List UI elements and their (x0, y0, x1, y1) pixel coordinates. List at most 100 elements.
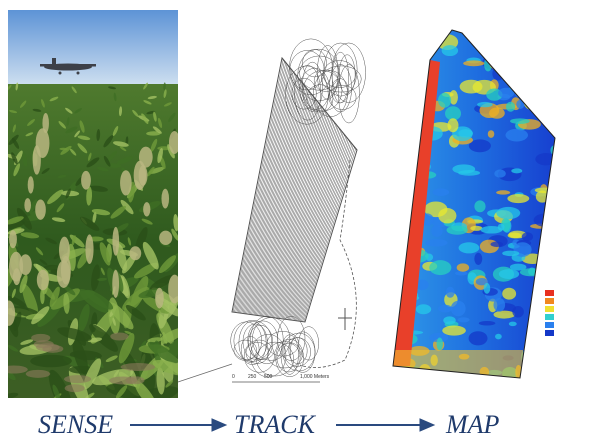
yield-patch (432, 188, 450, 197)
yield-patch (441, 45, 459, 57)
yield-patch (459, 79, 483, 94)
leaf (141, 113, 149, 124)
leaf (80, 216, 100, 231)
leaf (143, 100, 152, 105)
leaf (8, 84, 12, 92)
leaf (103, 135, 114, 148)
track-line (279, 117, 331, 319)
turn-loop (230, 321, 263, 360)
turn-loop (321, 65, 362, 93)
yield-patch (445, 286, 455, 298)
leaf (41, 167, 50, 174)
turn-loop (233, 320, 272, 362)
leaf (125, 136, 129, 146)
yield-patch (531, 302, 545, 316)
leaf (113, 92, 117, 102)
turn-loop (294, 65, 322, 121)
track-line (237, 65, 289, 313)
leaf (108, 86, 116, 90)
track-line (275, 113, 328, 319)
leaf (133, 262, 159, 279)
leaf (130, 386, 178, 398)
soil (64, 384, 85, 393)
leaf (19, 100, 27, 108)
yield-patch (477, 101, 493, 108)
yield-patch (489, 58, 506, 70)
yield-patch (524, 97, 543, 111)
leaf (13, 163, 21, 177)
label-map: MAP (445, 410, 500, 439)
turn-loop (283, 337, 311, 367)
yield-patch (483, 282, 491, 294)
leaf (78, 304, 90, 333)
track-line (286, 126, 339, 320)
scale-label: 500 (264, 374, 273, 380)
track-line (288, 130, 341, 320)
turn-loop (313, 70, 348, 117)
track-line (241, 70, 293, 314)
yield-patch (480, 226, 503, 234)
track-line (242, 71, 294, 314)
track-line (256, 88, 308, 316)
leaf (148, 166, 165, 174)
leaf (65, 107, 73, 114)
track-line (253, 85, 305, 316)
leaf (22, 152, 28, 167)
leaf (100, 267, 105, 276)
yield-patch (393, 50, 402, 56)
yield-patch (393, 36, 412, 51)
leaf (92, 211, 97, 224)
yield-patch (447, 118, 459, 133)
leaf (45, 237, 57, 245)
grain-head (12, 268, 21, 286)
leaf (63, 292, 70, 314)
leaf (32, 108, 42, 112)
leaf (60, 145, 72, 155)
yield-patch (429, 332, 449, 343)
field-photo (8, 10, 178, 398)
turn-loop (316, 45, 339, 100)
track-line (297, 140, 350, 322)
yield-patch (470, 225, 483, 231)
grain-head (129, 246, 142, 261)
yield-patch (400, 45, 415, 52)
track-line (254, 87, 306, 316)
arrow (130, 418, 228, 432)
yield-patch (415, 279, 429, 291)
yield-patch (542, 70, 555, 86)
legend-swatch (545, 314, 554, 320)
leaf (8, 109, 18, 114)
leaf (49, 286, 60, 308)
leaf (49, 96, 59, 102)
yield-patch (502, 250, 520, 257)
leaf (8, 392, 19, 398)
yield-patch (475, 278, 488, 286)
leaf (130, 275, 149, 309)
grain-head (42, 113, 49, 134)
legend-swatch (545, 298, 554, 304)
leaf (115, 242, 127, 271)
leaf (106, 384, 150, 398)
turn-loop (302, 61, 323, 112)
leaf (152, 126, 162, 134)
yield-patch (498, 269, 520, 279)
leaf (112, 126, 119, 137)
leaf (56, 203, 65, 213)
leaf (52, 384, 61, 398)
leaf (86, 186, 93, 206)
yield-patch (425, 239, 448, 247)
yield-patch (393, 131, 401, 136)
yield-patch (507, 193, 530, 204)
turn-loop (238, 320, 267, 365)
track-line (291, 133, 344, 321)
track-line (257, 90, 309, 316)
track-line (276, 114, 329, 319)
leaf (31, 306, 50, 325)
scale-label: 1,000 Meters (300, 374, 330, 380)
grain-head (59, 236, 70, 264)
leaf (115, 385, 128, 398)
track-line (282, 122, 335, 320)
leaf (134, 380, 157, 398)
leaf (65, 188, 71, 199)
yield-patch (546, 53, 555, 70)
